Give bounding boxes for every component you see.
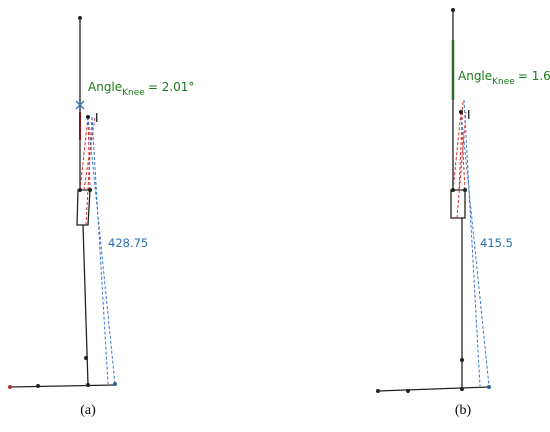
x-marker (75, 100, 85, 110)
point (463, 188, 467, 192)
point (460, 387, 464, 391)
point (88, 188, 92, 192)
caption: (a) (80, 403, 96, 418)
point-label: I (95, 111, 99, 125)
brace (76, 189, 91, 226)
point (86, 115, 90, 119)
caption: (b) (455, 403, 472, 418)
point-label: I (467, 108, 471, 122)
angle-base: Angle (88, 80, 122, 94)
angle-value: = 2.01° (148, 80, 195, 94)
brace (450, 189, 466, 219)
foot-line (9, 384, 116, 388)
point (451, 8, 455, 12)
angle-base: Angle (458, 69, 492, 83)
point (460, 358, 464, 362)
angle-rays (452, 99, 467, 219)
point (459, 110, 463, 114)
length-label: 415.5 (480, 236, 513, 250)
panel-b: AngleKnee= 1.6° I 415.5 (b) (376, 8, 550, 418)
angle-label: AngleKnee= 1.6° (458, 69, 550, 87)
point (8, 385, 12, 389)
panel-a: AngleKnee = 2.01° I 428.75 (a) (8, 16, 194, 418)
length-rays (460, 99, 490, 387)
length-rays (87, 116, 116, 385)
point (376, 389, 380, 393)
shank-line (82, 224, 89, 386)
point (113, 382, 117, 386)
point (406, 389, 410, 393)
point (487, 385, 491, 389)
point (84, 356, 88, 360)
point (86, 383, 90, 387)
angle-value: = 1.6° (518, 69, 550, 83)
point (78, 188, 82, 192)
foot-line (377, 386, 490, 392)
point (78, 16, 82, 20)
point (36, 384, 40, 388)
length-label: 428.75 (108, 236, 148, 250)
angle-rays (79, 116, 96, 226)
angle-sub: Knee (492, 77, 515, 87)
angle-label: AngleKnee = 2.01° (88, 80, 194, 98)
point (451, 188, 455, 192)
angle-sub: Knee (122, 88, 145, 98)
